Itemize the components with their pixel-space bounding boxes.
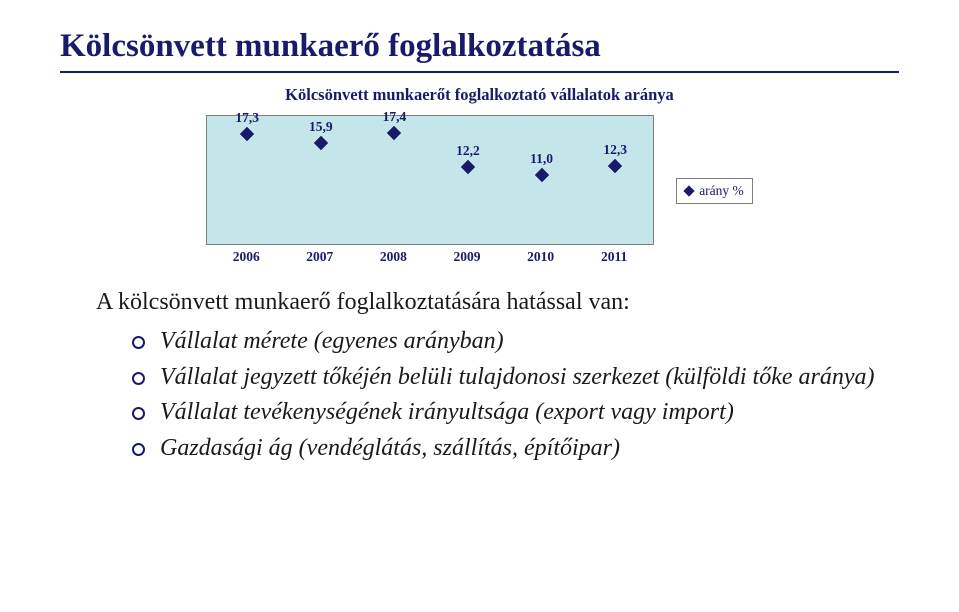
- chart-value-label: 12,3: [603, 142, 627, 158]
- chart-value-label: 11,0: [530, 151, 553, 167]
- slide: Kölcsönvett munkaerő foglalkoztatása Köl…: [0, 0, 959, 612]
- chart-title: Kölcsönvett munkaerőt foglalkoztató váll…: [206, 85, 753, 105]
- chart-marker: [240, 126, 254, 140]
- page-title: Kölcsönvett munkaerő foglalkoztatása: [60, 28, 899, 65]
- chart-marker: [314, 136, 328, 150]
- chart-value-label: 17,3: [235, 110, 259, 126]
- chart-container: Kölcsönvett munkaerőt foglalkoztató váll…: [60, 85, 899, 267]
- chart-value-label: 15,9: [309, 119, 333, 135]
- chart-x-tick: 2009: [453, 249, 480, 265]
- legend-marker-icon: [684, 185, 695, 196]
- chart-marker: [535, 167, 549, 181]
- subheading: A kölcsönvett munkaerő foglalkoztatására…: [96, 289, 899, 316]
- chart-marker: [608, 159, 622, 173]
- chart-x-tick: 2008: [380, 249, 407, 265]
- chart-value-label: 17,4: [383, 109, 407, 125]
- list-item: Vállalat tevékenységének irányultsága (e…: [132, 397, 899, 429]
- list-item: Gazdasági ág (vendéglátás, szállítás, ép…: [132, 433, 899, 465]
- chart-marker: [387, 126, 401, 140]
- title-divider: [60, 71, 899, 73]
- chart-x-tick: 2010: [527, 249, 554, 265]
- chart-x-axis: 2006 2007 2008 2009 2010 2011: [206, 245, 654, 267]
- chart-legend: arány %: [676, 178, 753, 204]
- chart-value-label: 12,2: [456, 143, 480, 159]
- chart-x-tick: 2006: [233, 249, 260, 265]
- bullet-list: Vállalat mérete (egyenes arányban) Vállal…: [132, 326, 899, 465]
- chart-marker: [461, 160, 475, 174]
- legend-label: arány %: [699, 183, 744, 199]
- list-item: Vállalat mérete (egyenes arányban): [132, 326, 899, 358]
- chart-x-tick: 2007: [306, 249, 333, 265]
- chart-x-tick: 2011: [601, 249, 627, 265]
- list-item: Vállalat jegyzett tőkéjén belüli tulajdo…: [132, 362, 899, 394]
- chart-plot-area: 17,315,917,412,211,012,3: [206, 115, 654, 245]
